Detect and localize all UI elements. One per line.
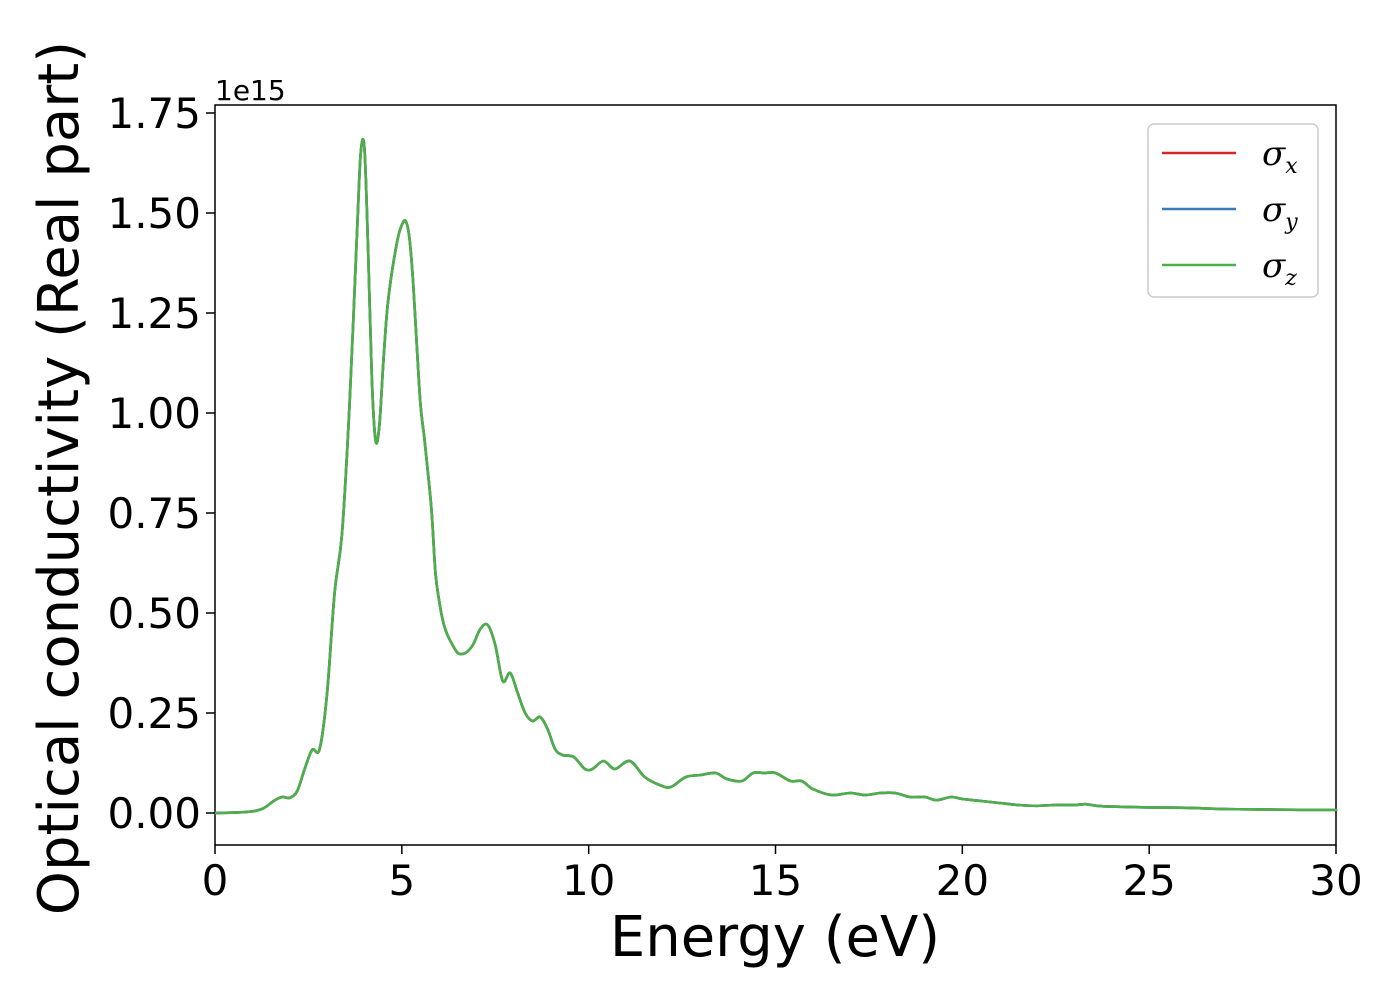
x-axis-title: Energy (eV) [610,905,940,970]
x-axis: 0 5 10 15 20 25 30 [202,845,1363,905]
y-tick-label: 1.50 [107,189,201,238]
y-axis: 0.00 0.25 0.50 0.75 1.00 1.25 1.50 1.75 [107,89,215,838]
legend-box [1147,123,1319,298]
legend-label-y: σy [1262,190,1298,235]
y-axis-title: Optical conductivity (Real part) [27,41,92,915]
legend-label-x: σx [1262,134,1298,179]
x-tick-label: 30 [1309,856,1362,905]
x-tick-label: 5 [388,856,415,905]
legend-label-z: σz [1262,246,1297,291]
series-layer [213,137,1338,815]
legend: σx σy σz [1147,123,1319,298]
x-tick-label: 15 [749,856,802,905]
x-tick-label: 20 [936,856,989,905]
y-tick-label: 0.00 [107,789,201,838]
series-line-sigma-z [213,137,1338,815]
y-tick-label: 0.75 [107,489,201,538]
y-tick-label: 1.75 [107,89,201,138]
y-tick-label: 0.25 [107,689,201,738]
x-tick-label: 0 [202,856,229,905]
x-tick-label: 10 [562,856,615,905]
y-tick-label: 1.00 [107,389,201,438]
y-offset-label: 1e15 [215,74,286,107]
y-tick-label: 0.50 [107,589,201,638]
x-tick-label: 25 [1122,856,1175,905]
y-tick-label: 1.25 [107,289,201,338]
